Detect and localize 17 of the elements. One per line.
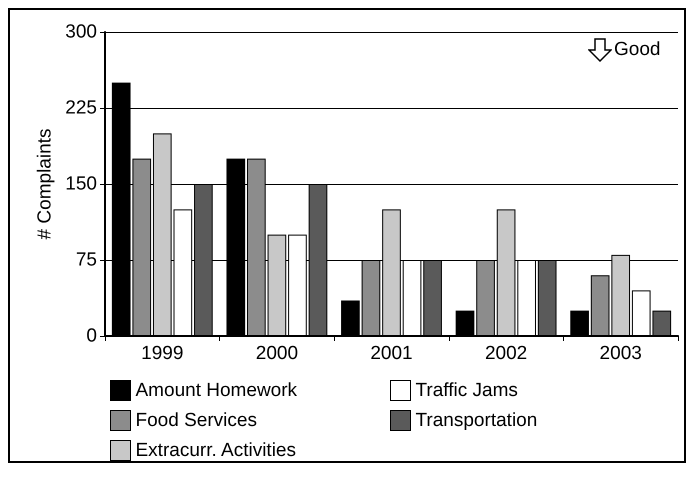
legend-label: Amount Homework: [136, 380, 298, 401]
x-tick-label: 2003: [600, 343, 642, 364]
legend-label: Food Services: [136, 410, 257, 431]
y-tick-label: 75: [76, 250, 97, 270]
legend-label: Traffic Jams: [416, 380, 518, 401]
y-axis-title: # Complaints: [34, 128, 56, 240]
y-tick-label: 0: [86, 326, 97, 346]
y-tick-label: 300: [65, 22, 97, 42]
x-tick-label: 2002: [484, 343, 528, 364]
x-tick-label: 2000: [256, 343, 298, 364]
y-tick-label: 225: [65, 98, 97, 118]
legend-label: Extracurr. Activities: [136, 440, 296, 461]
annotation: Good: [614, 39, 660, 61]
legend-label: Transportation: [416, 410, 538, 431]
x-tick-label: 1999: [141, 343, 184, 364]
x-tick-label: 2001: [370, 343, 413, 364]
y-tick-label: 150: [65, 174, 97, 194]
